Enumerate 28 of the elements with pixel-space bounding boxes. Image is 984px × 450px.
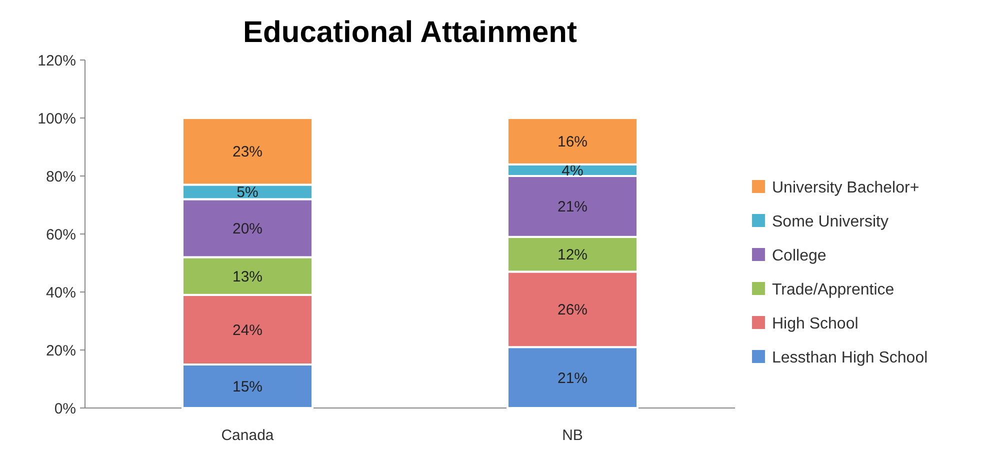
data-label: 26% (557, 302, 588, 319)
data-label: 4% (562, 162, 584, 180)
y-tick-label: 100% (38, 110, 76, 128)
data-label: 24% (232, 322, 263, 339)
data-label: 15% (232, 378, 263, 396)
legend-label: Some University (772, 214, 888, 231)
y-tick-label: 80% (46, 168, 76, 186)
y-tick-label: 60% (46, 226, 76, 244)
legend-label: Lessthan High School (772, 350, 928, 367)
x-tick-label: NB (562, 427, 583, 444)
data-label: 13% (232, 268, 263, 286)
y-tick-label: 120% (38, 52, 76, 70)
data-label: 21% (557, 198, 588, 216)
y-tick-label: 0% (54, 400, 76, 418)
legend-label: Trade/Apprentice (772, 282, 894, 299)
data-label: 20% (232, 220, 263, 238)
x-tick-label: Canada (221, 427, 274, 444)
data-label: 5% (236, 184, 258, 202)
data-label: 16% (557, 133, 588, 150)
y-tick-label: 40% (46, 284, 76, 302)
y-tick-label: 20% (46, 342, 76, 360)
data-label: 12% (557, 246, 588, 264)
data-label: 21% (557, 370, 588, 387)
legend-label: College (772, 248, 826, 265)
legend-label: University Bachelor+ (772, 180, 920, 197)
chart-title: Educational Attainment (243, 16, 577, 49)
data-label: 23% (232, 144, 263, 161)
legend-label: High School (772, 316, 858, 333)
